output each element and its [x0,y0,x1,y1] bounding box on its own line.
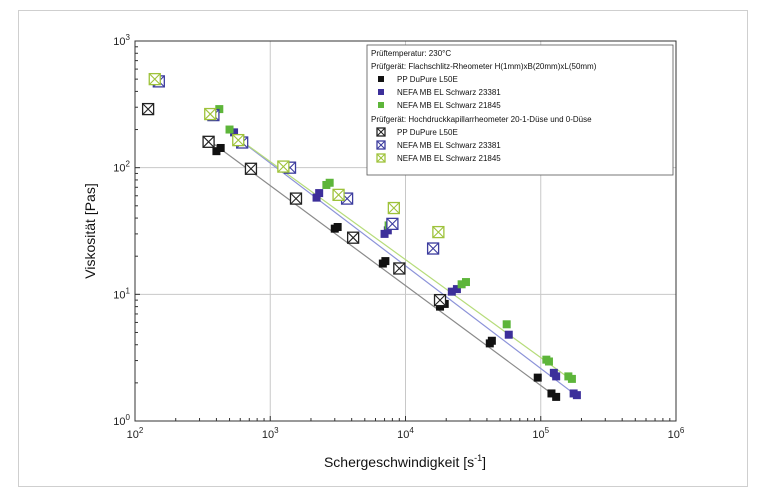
data-point-s5 [232,133,245,147]
chart: 102 103 104 105 106 100 101 102 103 Viskosität [… [82,33,685,470]
data-point-s4 [426,242,440,255]
data-point-s0 [487,336,496,345]
legend-marker [376,153,386,163]
data-point-s2 [461,278,470,287]
x-tick-label: 105 [532,426,549,441]
data-point-s2 [502,320,511,329]
data-point-s5 [332,188,345,202]
legend-entry-label: NEFA MB EL Schwarz 21845 [397,154,501,163]
x-axis-title-main: Schergeschwindigkeit [s [324,454,474,470]
data-point-s5 [277,160,290,173]
legend-entry-label: NEFA MB EL Schwarz 23381 [397,88,501,97]
x-axis-title: Schergeschwindigkeit [s-1] [324,453,486,470]
data-point-s3 [433,293,447,307]
data-point-s3 [244,162,258,175]
data-point-s1 [230,128,239,137]
y-tick-label: 103 [113,33,130,48]
y-tick-label: 102 [113,160,130,175]
x-tick-label: 106 [668,426,685,441]
data-point-s0 [533,373,542,382]
data-point-s5 [387,201,400,215]
data-markers [141,72,581,401]
fit-line [237,137,569,379]
chart-frame: 102 103 104 105 106 100 101 102 103 Viskosität [… [18,10,748,487]
legend-entry-label: PP DuPure L50E [397,75,458,84]
legend-header: Prüftemperatur: 230°C [371,49,451,58]
data-point-s0 [547,389,556,398]
data-point-s5 [204,107,217,121]
y-tick-label: 101 [113,286,130,301]
legend-entry-label: PP DuPure L50E [397,128,458,137]
x-axis-title-sup: -1 [474,453,482,463]
legend-marker [376,140,386,150]
data-point-s2 [325,178,334,187]
x-tick-label: 102 [127,426,144,441]
data-point-s3 [289,192,303,205]
data-point-s4 [386,217,399,231]
legend-entry-label: NEFA MB EL Schwarz 21845 [397,101,501,110]
legend: Prüftemperatur: 230°C Prüfgerät: Flachsc… [366,44,674,176]
legend-marker [376,127,386,137]
fit-line [208,139,557,398]
data-point-s0 [333,223,342,232]
data-point-s2 [225,125,234,134]
data-point-s2 [457,280,466,289]
data-point-s2 [567,374,576,383]
data-point-s3 [202,135,215,148]
fit-line [241,141,574,394]
y-tick-label: 100 [113,413,130,428]
x-axis-title-end: ] [482,454,486,470]
data-point-s5 [432,225,445,239]
legend-marker [378,89,384,95]
data-point-s0 [552,392,561,401]
legend-marker [378,76,384,82]
data-point-s3 [346,231,360,244]
x-tick-label: 103 [262,426,279,441]
data-point-s0 [436,302,445,311]
y-axis-title: Viskosität [Pas] [82,183,98,278]
data-point-s2 [544,357,553,366]
x-tick-label: 104 [397,426,414,441]
legend-items: PP DuPure L50E NEFA MB EL Schwarz 23381 NE… [376,75,501,163]
legend-group2-title: Prüfgerät: Hochdruckkapillarrheometer 20… [371,115,592,124]
data-point-s1 [312,193,321,202]
legend-marker [378,102,384,108]
legend-box [366,44,674,176]
data-point-s1 [452,285,461,294]
data-point-s5 [148,72,161,86]
data-point-s3 [393,262,406,275]
data-point-s1 [383,226,392,235]
data-point-s1 [447,287,456,296]
data-point-s0 [381,257,390,266]
data-point-s0 [216,143,225,152]
data-point-s1 [552,372,561,381]
data-point-s1 [572,391,581,400]
fit-lines [208,137,574,398]
data-point-s1 [504,330,513,339]
data-point-s3 [141,102,155,116]
legend-entry-label: NEFA MB EL Schwarz 23381 [397,141,501,150]
legend-group1-title: Prüfgerät: Flachschlitz-Rheometer H(1mm)… [371,62,597,71]
axis-ticks: 102 103 104 105 106 100 101 102 103 [113,33,685,441]
data-point-s0 [212,147,221,156]
data-point-s1 [315,189,324,198]
